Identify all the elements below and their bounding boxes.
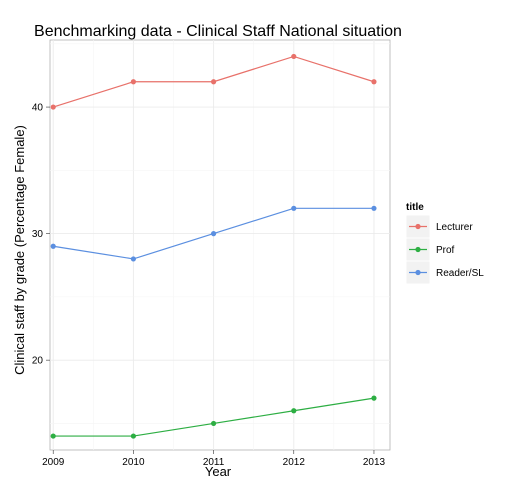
plot-panel [49,39,391,451]
data-point [50,433,56,439]
data-point [50,243,56,249]
y-tick-label: 40 [32,103,44,114]
legend-label: Reader/SL [436,268,484,279]
x-axis-title: Year [205,464,232,479]
legend-key-point [415,269,421,276]
data-point [291,205,297,211]
x-tick-label: 2010 [122,457,145,468]
grid-lines [50,40,390,450]
x-tick-label: 2013 [363,457,386,468]
y-tick-label: 20 [32,356,44,367]
x-tick-label: 2012 [283,457,306,468]
y-axis-title: Clinical staff by grade (Percentage Fema… [12,125,27,375]
data-point [130,79,136,85]
legend: title Lecturer Prof Reader/SL [405,202,484,285]
y-axis: 20 30 40 [32,103,50,367]
data-point [371,395,377,401]
x-tick-label: 2011 [203,457,225,468]
data-point [210,79,217,85]
legend-key-point [415,223,421,230]
legend-key-point [415,246,421,253]
x-tick-label: 2009 [42,457,65,468]
data-point [210,231,217,237]
legend-label: Prof [436,245,455,256]
data-point [130,256,136,262]
y-tick-label: 30 [32,229,44,240]
series-group [50,53,377,439]
data-point [50,104,56,110]
data-point [291,408,297,414]
x-axis: 2009 2010 2011 2012 2013 [42,450,386,468]
data-point [130,433,136,439]
legend-label: Lecturer [436,222,473,233]
data-point [291,53,297,60]
legend-title: title [406,202,424,213]
data-point [210,420,217,427]
chart-title: Benchmarking data - Clinical Staff Natio… [34,23,402,40]
data-point [371,205,377,211]
data-point [371,79,377,85]
